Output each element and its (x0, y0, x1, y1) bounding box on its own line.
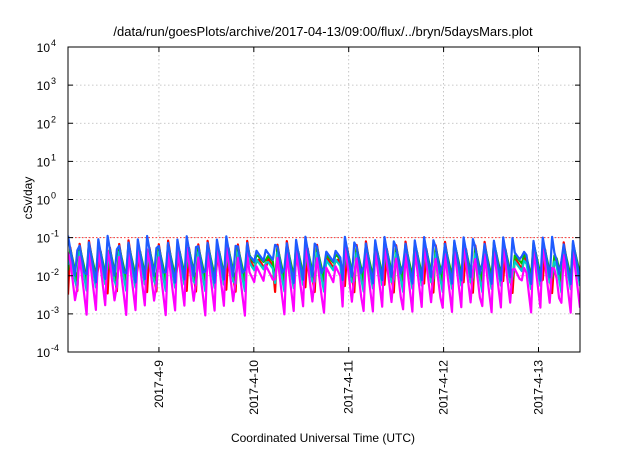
y-tick-exponent: 3 (51, 76, 56, 86)
y-tick-label: 10 (37, 270, 51, 284)
series-line (68, 234, 580, 286)
y-tick-exponent: -2 (51, 267, 59, 277)
y-tick-label: 10 (37, 79, 51, 93)
y-tick-exponent: 0 (51, 191, 56, 201)
y-axis-label: cSv/day (21, 177, 35, 220)
y-tick-label: 10 (37, 117, 51, 131)
y-tick-exponent: 2 (51, 114, 56, 124)
x-tick-label: 2017-4-12 (437, 360, 451, 415)
series-group (68, 234, 580, 317)
y-tick-label: 10 (37, 194, 51, 208)
y-tick-label: 10 (37, 308, 51, 322)
y-tick-exponent: 1 (51, 152, 56, 162)
y-tick-exponent: -4 (51, 343, 59, 353)
y-tick-label: 10 (37, 346, 51, 360)
x-axis-label: Coordinated Universal Time (UTC) (231, 431, 415, 445)
x-tick-label: 2017-4-13 (531, 360, 545, 415)
y-tick-label: 10 (37, 232, 51, 246)
x-tick-label: 2017-4-10 (247, 360, 261, 415)
y-tick-label: 10 (37, 41, 51, 55)
series-line (68, 242, 580, 317)
x-tick-label: 2017-4-11 (342, 360, 356, 414)
y-tick-exponent: -3 (51, 305, 59, 315)
y-tick-exponent: -1 (51, 229, 59, 239)
y-tick-label: 10 (37, 155, 51, 169)
y-tick-exponent: 4 (51, 38, 56, 48)
x-tick-label: 2017-4-9 (152, 360, 166, 408)
chart-title: /data/run/goesPlots/archive/2017-04-13/0… (113, 24, 533, 39)
